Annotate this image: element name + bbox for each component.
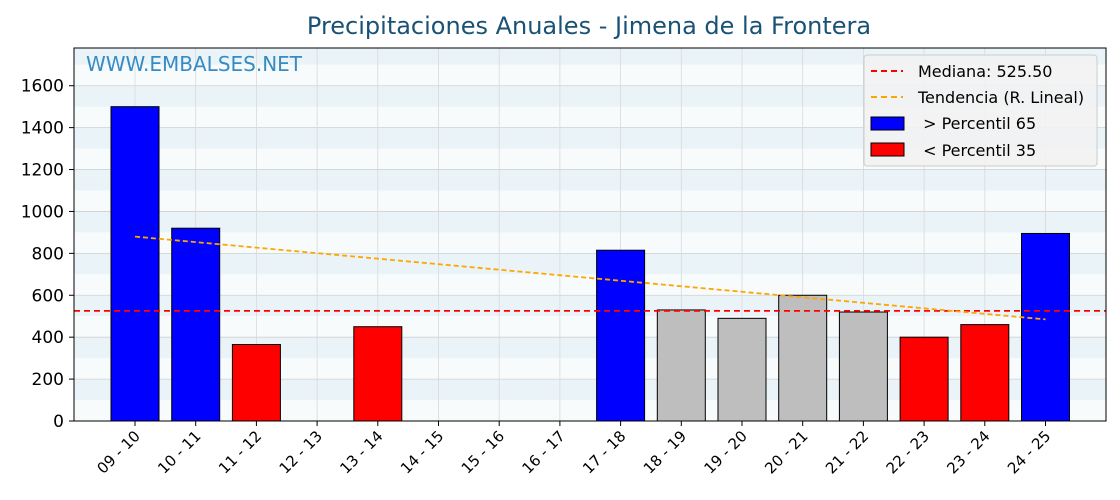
bar-10-11: [171, 227, 221, 422]
y-tick-label: 1200: [21, 161, 64, 181]
bar-23-24: [960, 324, 1010, 422]
y-tick-label: 0: [53, 412, 64, 432]
bar-24-25: [1021, 232, 1070, 422]
background-band: [74, 232, 1106, 254]
legend-low-swatch: [870, 142, 905, 157]
x-tick-label: 16 - 17: [518, 427, 568, 477]
bar-13-14: [353, 326, 403, 422]
legend-trend-label: Tendencia (R. Lineal): [917, 88, 1084, 107]
x-tick-label: 10 - 11: [154, 427, 204, 477]
x-tick-label: 21 - 22: [822, 427, 872, 477]
x-tick-label: 23 - 24: [943, 427, 993, 477]
bar-17-18: [596, 249, 646, 422]
x-tick-label: 14 - 15: [397, 427, 447, 477]
bar-09-10: [110, 106, 160, 422]
y-tick-label: 200: [32, 370, 64, 390]
x-tick-label: 24 - 25: [1004, 427, 1054, 477]
background-band: [74, 85, 1106, 107]
background-band: [74, 358, 1106, 380]
y-tick-label: 600: [32, 286, 64, 306]
legend: Mediana: 525.50 Tendencia (R. Lineal) > …: [863, 54, 1098, 167]
x-tick-label: 12 - 13: [276, 427, 326, 477]
background-band: [74, 274, 1106, 296]
legend-high-label: > Percentil 65: [918, 114, 1036, 133]
x-tick-label: 19 - 20: [701, 427, 751, 477]
y-axis: 0 200 400 600 800 1000 1200 1400 1600: [21, 77, 74, 432]
x-axis: 09 - 10 10 - 11 11 - 12 12 - 13 13 - 14 14 - …: [94, 421, 1054, 477]
bars-group: [110, 106, 1070, 422]
background-band: [74, 148, 1106, 170]
bar-21-22: [838, 311, 888, 422]
bar-22-23: [899, 336, 949, 422]
trend-line: [134, 235, 1046, 321]
plot-frame: [73, 47, 1107, 422]
y-tick-label: 1600: [21, 77, 64, 97]
background-band: [74, 190, 1106, 212]
x-tick-label: 20 - 21: [761, 427, 811, 477]
background-band: [74, 106, 1106, 128]
x-tick-label: 17 - 18: [579, 427, 629, 477]
background-band: [74, 316, 1106, 338]
legend-median-label: Mediana: 525.50: [918, 62, 1052, 81]
reference-lines: [74, 235, 1106, 321]
chart-title: Precipitaciones Anuales - Jimena de la F…: [307, 12, 871, 40]
y-tick-label: 400: [32, 328, 64, 348]
x-tick-label: 09 - 10: [94, 427, 144, 477]
bar-20-21: [778, 294, 828, 422]
x-tick-label: 22 - 23: [883, 427, 933, 477]
x-tick-label: 15 - 16: [458, 427, 508, 477]
x-tick-label: 11 - 12: [215, 427, 265, 477]
background-band: [74, 48, 1106, 65]
y-tick-label: 800: [32, 244, 64, 264]
legend-high-swatch: [870, 116, 905, 131]
background-band: [74, 64, 1106, 86]
background-band: [74, 253, 1106, 275]
background-band: [74, 127, 1106, 149]
watermark: WWW.EMBALSES.NET: [86, 52, 303, 76]
y-tick-label: 1400: [21, 119, 64, 139]
background-band: [74, 379, 1106, 401]
background-band: [74, 211, 1106, 233]
background-band: [74, 295, 1106, 317]
x-tick-label: 13 - 14: [336, 427, 386, 477]
y-tick-label: 1000: [21, 202, 64, 222]
background-band: [74, 400, 1106, 421]
background-band: [74, 337, 1106, 359]
bar-19-20: [717, 317, 767, 422]
legend-box: [863, 54, 1098, 167]
bar-11-12: [231, 344, 281, 422]
background-band: [74, 169, 1106, 191]
legend-low-label: < Percentil 35: [918, 141, 1036, 160]
bar-18-19: [656, 309, 706, 422]
x-tick-label: 18 - 19: [640, 427, 690, 477]
